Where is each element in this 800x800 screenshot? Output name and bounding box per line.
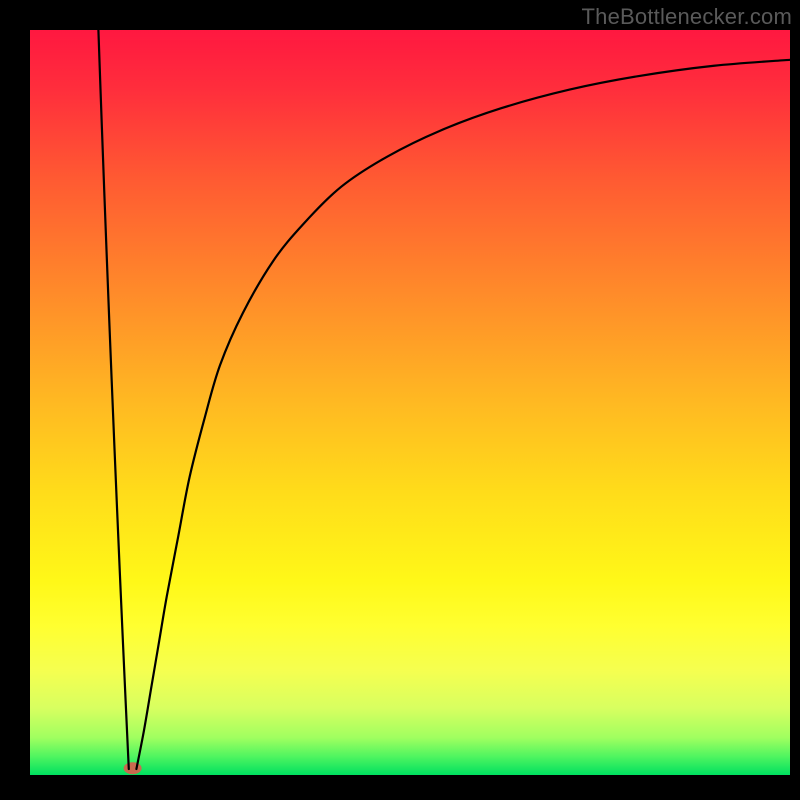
plot-background xyxy=(30,30,790,775)
curve-min-marker xyxy=(124,762,142,774)
watermark-text: TheBottlenecker.com xyxy=(582,4,792,30)
chart-container: TheBottlenecker.com xyxy=(0,0,800,800)
chart-svg xyxy=(0,0,800,800)
